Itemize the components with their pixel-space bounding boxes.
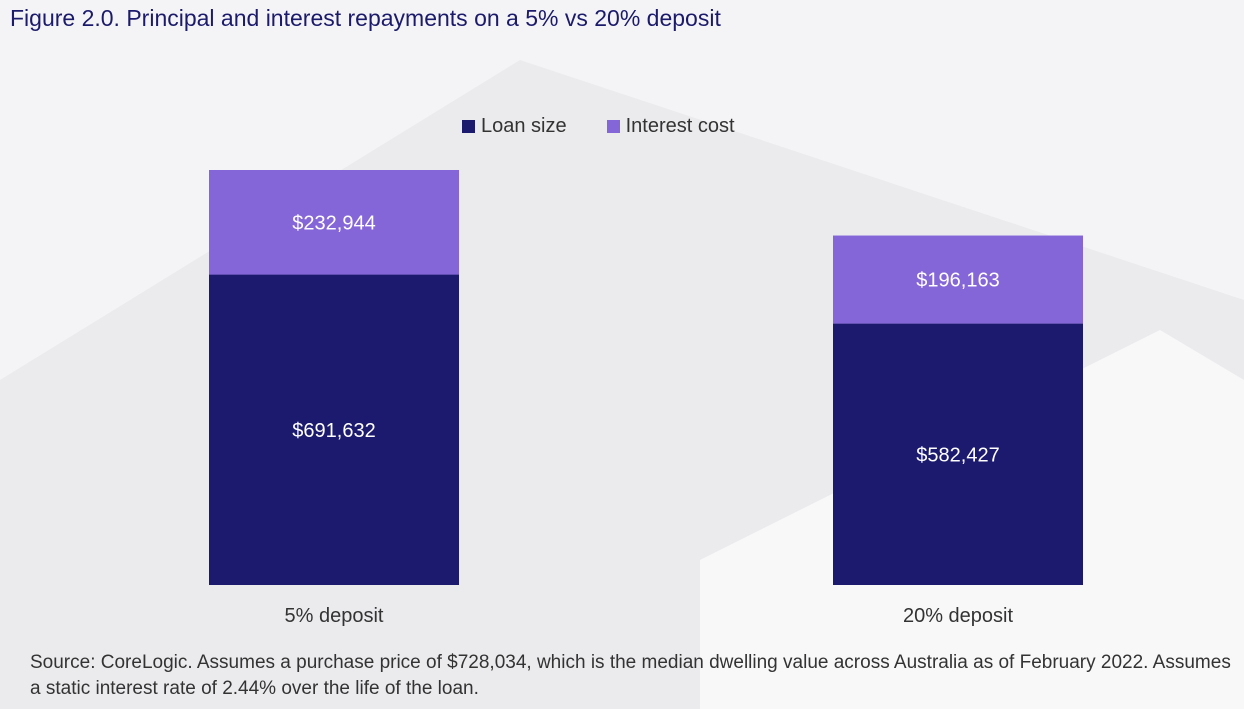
category-label-20-deposit: 20% deposit bbox=[903, 605, 1014, 627]
source-note: Source: CoreLogic. Assumes a purchase pr… bbox=[30, 652, 1231, 699]
category-label-5-deposit: 5% deposit bbox=[285, 605, 384, 627]
legend-label-loan-size: Loan size bbox=[481, 115, 567, 137]
bar-loan-size-5-deposit bbox=[209, 274, 459, 585]
legend-swatch-interest-cost bbox=[606, 120, 620, 133]
chart-title: Figure 2.0. Principal and interest repay… bbox=[10, 5, 721, 31]
bar-interest-cost-20-deposit bbox=[833, 235, 1083, 324]
legend: Loan size Interest cost bbox=[462, 115, 775, 138]
data-label-loan-size-20-deposit: $582,427 bbox=[916, 444, 999, 466]
legend-label-interest-cost: Interest cost bbox=[625, 115, 735, 137]
data-label-interest-cost-20-deposit: $196,163 bbox=[916, 270, 999, 292]
bar-interest-cost-5-deposit bbox=[209, 170, 459, 275]
legend-item-interest-cost: Interest cost bbox=[606, 115, 735, 138]
bar-loan-size-20-deposit bbox=[833, 323, 1083, 585]
legend-item-loan-size: Loan size bbox=[462, 115, 567, 138]
data-label-loan-size-5-deposit: $691,632 bbox=[292, 420, 375, 442]
data-label-interest-cost-5-deposit: $232,944 bbox=[292, 212, 375, 234]
stacked-bar-chart: $691,632 $232,944 5% deposit $582,427 $196,1… bbox=[209, 170, 1083, 627]
legend-swatch-loan-size bbox=[462, 120, 475, 133]
